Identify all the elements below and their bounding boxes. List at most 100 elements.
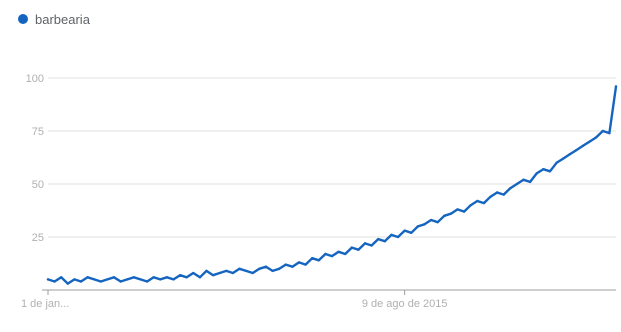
data-point (152, 276, 155, 279)
data-point (588, 140, 591, 143)
data-point (165, 276, 169, 279)
y-tick-label: 75 (32, 126, 44, 138)
data-point (436, 220, 439, 224)
data-point (251, 271, 254, 275)
y-tick-label: 100 (26, 73, 44, 85)
data-point (535, 172, 538, 175)
data-point (482, 201, 486, 205)
data-point (60, 276, 63, 279)
data-point (495, 191, 499, 194)
data-point (66, 282, 70, 285)
data-point (363, 242, 367, 245)
y-tick-label: 50 (32, 179, 44, 191)
data-point (145, 280, 149, 283)
x-axis-ticks: 1 de jan... 9 de ago de 2015 (21, 290, 447, 310)
y-tick-label: 25 (32, 232, 44, 244)
data-point (443, 214, 446, 217)
data-point (185, 276, 188, 279)
data-point (73, 278, 76, 281)
data-point (271, 269, 274, 273)
gridlines (48, 77, 616, 238)
data-point (53, 280, 56, 283)
data-point (456, 208, 459, 211)
data-point (277, 267, 281, 270)
data-point (132, 276, 136, 279)
data-point (86, 276, 89, 279)
data-point (218, 271, 221, 275)
data-point (258, 267, 261, 270)
data-point (575, 148, 578, 152)
legend-marker (18, 14, 28, 24)
series-line-barbearia (46, 85, 618, 285)
data-point (528, 180, 532, 184)
y-axis-ticks: 25 50 75 100 (26, 73, 44, 244)
data-point (330, 254, 334, 258)
data-point (357, 248, 360, 251)
data-point (561, 157, 565, 160)
data-point (238, 267, 241, 270)
data-point (555, 161, 558, 164)
data-point (403, 229, 406, 232)
data-point (462, 210, 466, 213)
data-point (205, 269, 208, 273)
data-point (139, 278, 142, 281)
data-point (509, 187, 512, 190)
data-point (244, 269, 248, 273)
data-point (522, 178, 525, 181)
data-point (476, 199, 479, 203)
data-point (231, 271, 235, 275)
data-point (126, 278, 129, 281)
data-point (568, 153, 571, 156)
data-point (489, 195, 492, 198)
data-point (264, 265, 268, 268)
data-point (449, 212, 453, 215)
data-point (344, 252, 347, 256)
data-point (112, 276, 116, 279)
data-point (297, 261, 301, 264)
data-point (310, 257, 314, 260)
x-tick-label: 9 de ago de 2015 (362, 298, 448, 310)
data-point (304, 263, 307, 266)
data-point (542, 167, 545, 171)
data-point (284, 263, 287, 266)
data-point (178, 273, 182, 277)
data-point (396, 235, 400, 239)
data-point (172, 278, 175, 281)
data-point (469, 204, 472, 207)
data-point (416, 225, 420, 228)
data-point (337, 250, 340, 254)
data-point (291, 265, 294, 268)
data-point (515, 182, 519, 186)
data-point (93, 278, 96, 281)
data-point (502, 193, 505, 196)
data-point (192, 271, 195, 275)
data-point (99, 280, 103, 283)
data-point (548, 170, 552, 173)
series-layer (46, 85, 618, 285)
data-point (581, 144, 585, 148)
x-tick-label: 1 de jan... (21, 298, 69, 310)
data-point (614, 85, 618, 88)
data-point (198, 276, 202, 279)
data-point (383, 240, 387, 243)
data-point (211, 273, 215, 277)
data-point (225, 269, 228, 273)
data-point (317, 259, 320, 262)
data-point (601, 129, 604, 133)
data-point (106, 278, 109, 281)
data-point (410, 231, 413, 234)
data-point (46, 278, 50, 281)
data-point (119, 280, 122, 283)
data-point (79, 280, 83, 283)
data-point (608, 131, 611, 135)
data-point (377, 237, 380, 241)
data-point (594, 136, 598, 139)
legend-label: barbearia (35, 12, 91, 27)
data-point (159, 278, 162, 281)
data-point (370, 244, 373, 247)
data-point (350, 246, 354, 249)
data-point (429, 218, 433, 222)
data-point (390, 233, 393, 237)
data-point (324, 252, 327, 256)
